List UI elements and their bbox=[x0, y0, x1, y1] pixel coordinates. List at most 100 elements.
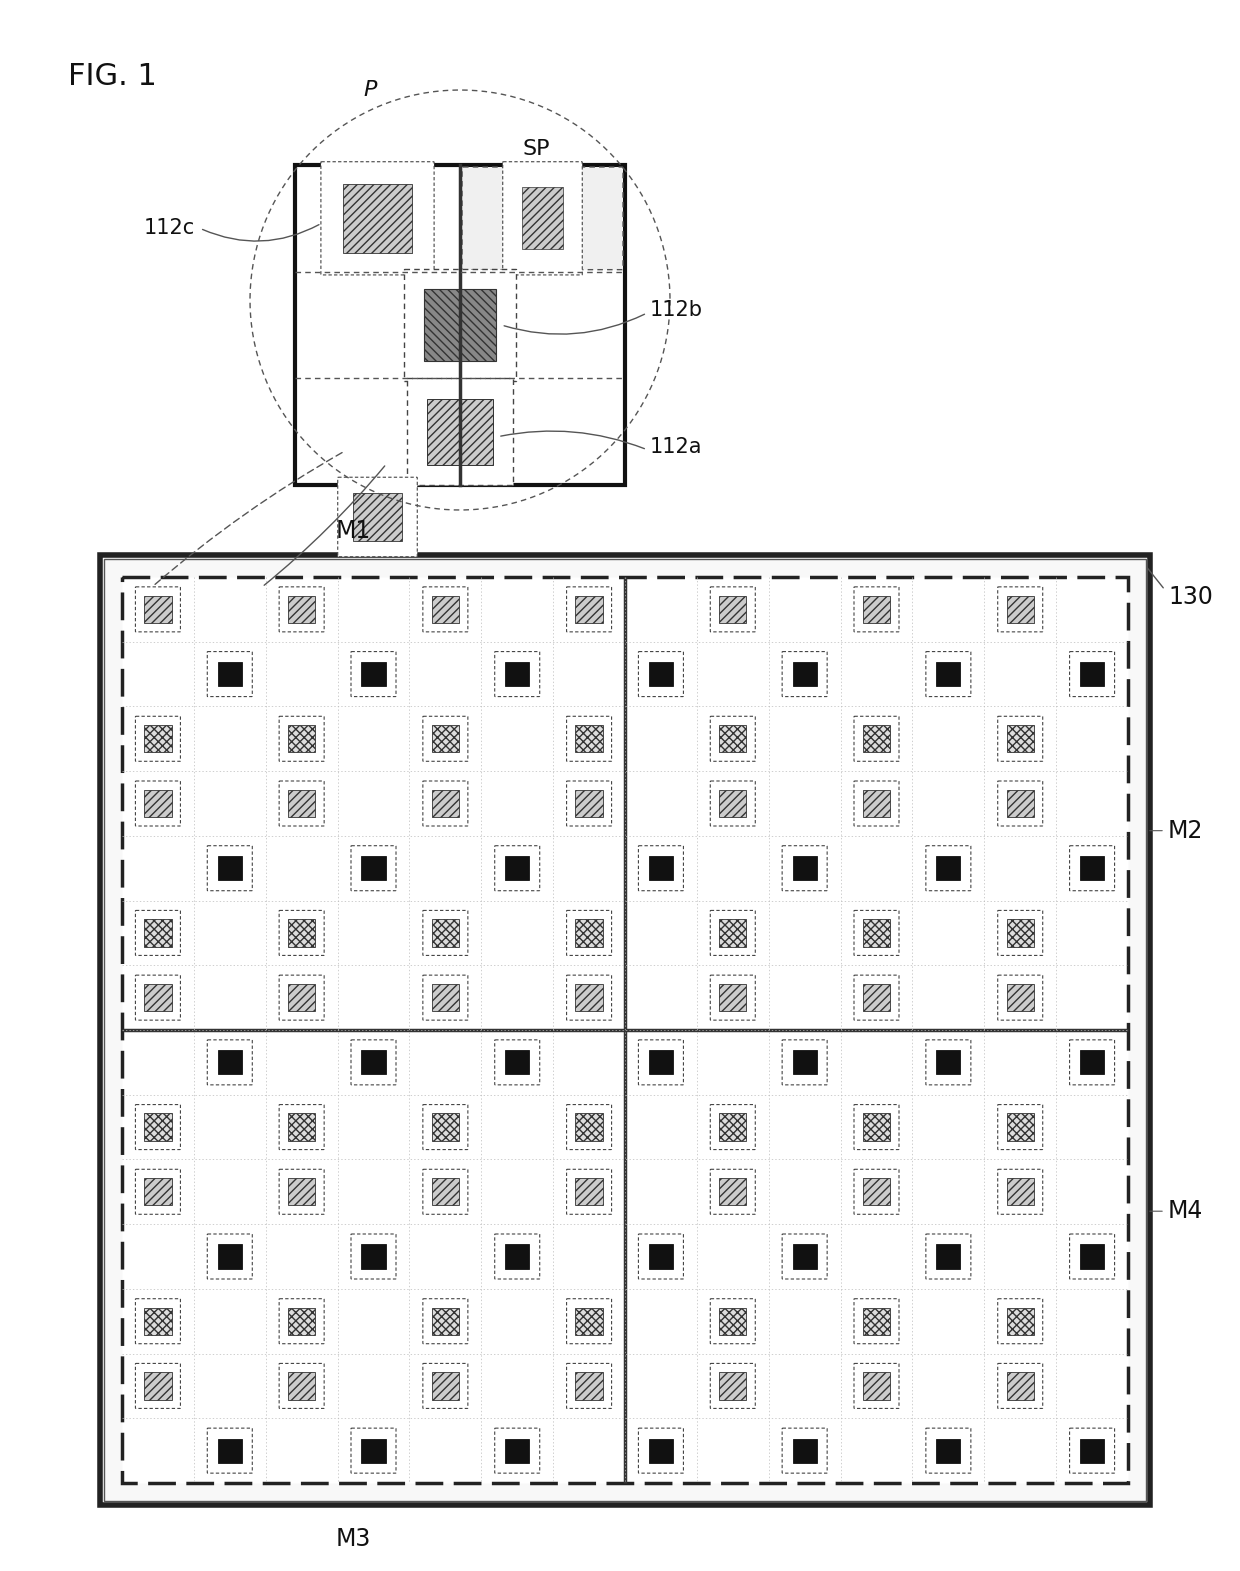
FancyBboxPatch shape bbox=[279, 911, 324, 955]
FancyBboxPatch shape bbox=[423, 1169, 467, 1214]
Bar bbox=[792, 856, 817, 880]
Bar bbox=[218, 1244, 242, 1269]
Bar bbox=[719, 1307, 746, 1335]
Bar bbox=[1007, 790, 1034, 817]
Bar bbox=[863, 1114, 890, 1141]
Bar bbox=[144, 595, 171, 624]
FancyBboxPatch shape bbox=[351, 845, 396, 891]
FancyBboxPatch shape bbox=[337, 478, 418, 556]
FancyBboxPatch shape bbox=[423, 716, 467, 762]
Bar bbox=[432, 919, 459, 947]
Bar bbox=[144, 1373, 171, 1400]
Bar bbox=[936, 856, 961, 880]
Bar bbox=[863, 595, 890, 624]
Text: 112c: 112c bbox=[144, 218, 195, 239]
FancyBboxPatch shape bbox=[495, 845, 539, 891]
Bar bbox=[575, 1307, 603, 1335]
FancyBboxPatch shape bbox=[279, 1299, 324, 1343]
FancyBboxPatch shape bbox=[567, 588, 611, 632]
Bar bbox=[288, 790, 315, 817]
Bar bbox=[719, 595, 746, 624]
FancyBboxPatch shape bbox=[998, 716, 1043, 762]
Bar bbox=[1007, 919, 1034, 947]
Bar bbox=[361, 1439, 386, 1463]
Bar bbox=[218, 661, 242, 687]
FancyBboxPatch shape bbox=[926, 845, 971, 891]
Bar bbox=[218, 1439, 242, 1463]
Bar bbox=[649, 1244, 673, 1269]
FancyBboxPatch shape bbox=[135, 781, 181, 826]
FancyBboxPatch shape bbox=[502, 162, 583, 275]
Text: M1: M1 bbox=[336, 518, 371, 544]
FancyBboxPatch shape bbox=[135, 588, 181, 632]
Bar bbox=[505, 661, 529, 687]
Bar bbox=[1080, 856, 1104, 880]
FancyBboxPatch shape bbox=[1070, 1428, 1115, 1474]
FancyBboxPatch shape bbox=[279, 1104, 324, 1150]
Bar bbox=[144, 919, 171, 947]
FancyBboxPatch shape bbox=[782, 1233, 827, 1279]
FancyBboxPatch shape bbox=[351, 1233, 396, 1279]
Bar bbox=[288, 1307, 315, 1335]
Bar bbox=[719, 790, 746, 817]
Bar bbox=[936, 661, 961, 687]
Bar bbox=[792, 1051, 817, 1075]
Bar bbox=[1007, 1307, 1034, 1335]
Bar bbox=[719, 983, 746, 1012]
Bar bbox=[1080, 1051, 1104, 1075]
Bar bbox=[218, 856, 242, 880]
FancyBboxPatch shape bbox=[639, 845, 683, 891]
Bar bbox=[505, 1439, 529, 1463]
FancyBboxPatch shape bbox=[854, 781, 899, 826]
FancyBboxPatch shape bbox=[567, 1169, 611, 1214]
FancyBboxPatch shape bbox=[207, 1428, 252, 1474]
Bar bbox=[575, 1373, 603, 1400]
FancyBboxPatch shape bbox=[279, 588, 324, 632]
FancyBboxPatch shape bbox=[926, 1428, 971, 1474]
FancyBboxPatch shape bbox=[854, 1364, 899, 1409]
Bar bbox=[361, 661, 386, 687]
Bar bbox=[432, 595, 459, 624]
FancyBboxPatch shape bbox=[998, 1364, 1043, 1409]
FancyBboxPatch shape bbox=[854, 716, 899, 762]
Bar bbox=[218, 1051, 242, 1075]
FancyBboxPatch shape bbox=[711, 588, 755, 632]
FancyBboxPatch shape bbox=[1070, 845, 1115, 891]
Bar bbox=[288, 1373, 315, 1400]
FancyBboxPatch shape bbox=[711, 976, 755, 1020]
Bar bbox=[144, 1178, 171, 1205]
FancyBboxPatch shape bbox=[711, 781, 755, 826]
Bar bbox=[649, 661, 673, 687]
Bar bbox=[649, 1439, 673, 1463]
FancyBboxPatch shape bbox=[567, 1364, 611, 1409]
FancyBboxPatch shape bbox=[854, 1169, 899, 1214]
Bar bbox=[863, 1373, 890, 1400]
FancyBboxPatch shape bbox=[782, 1428, 827, 1474]
Bar bbox=[575, 726, 603, 753]
FancyBboxPatch shape bbox=[998, 1299, 1043, 1343]
Bar bbox=[936, 1244, 961, 1269]
FancyBboxPatch shape bbox=[711, 911, 755, 955]
Bar bbox=[1007, 983, 1034, 1012]
FancyBboxPatch shape bbox=[135, 716, 181, 762]
FancyBboxPatch shape bbox=[351, 1428, 396, 1474]
Bar bbox=[144, 983, 171, 1012]
FancyBboxPatch shape bbox=[854, 588, 899, 632]
Bar bbox=[288, 1114, 315, 1141]
Bar bbox=[295, 165, 625, 485]
FancyBboxPatch shape bbox=[926, 1040, 971, 1086]
Bar bbox=[1007, 1373, 1034, 1400]
FancyBboxPatch shape bbox=[854, 1104, 899, 1150]
FancyBboxPatch shape bbox=[279, 1364, 324, 1409]
FancyBboxPatch shape bbox=[926, 1233, 971, 1279]
Bar bbox=[342, 184, 412, 253]
FancyBboxPatch shape bbox=[567, 1104, 611, 1150]
Text: M3: M3 bbox=[336, 1527, 371, 1551]
FancyBboxPatch shape bbox=[711, 1104, 755, 1150]
Bar bbox=[1080, 1244, 1104, 1269]
FancyBboxPatch shape bbox=[279, 1169, 324, 1214]
FancyBboxPatch shape bbox=[639, 1040, 683, 1086]
Bar bbox=[432, 1114, 459, 1141]
Bar bbox=[863, 726, 890, 753]
Bar bbox=[522, 187, 563, 248]
